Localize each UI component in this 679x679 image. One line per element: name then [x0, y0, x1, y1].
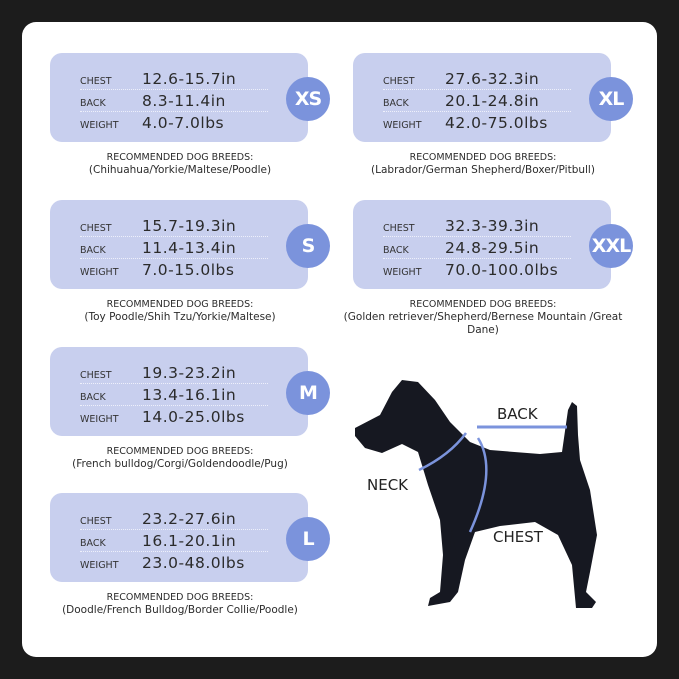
weight-value: 14.0-25.0lbs: [142, 408, 245, 426]
back-row: BACK 8.3-11.4in: [80, 89, 268, 112]
back-row: BACK 13.4-16.1in: [80, 383, 268, 406]
weight-row: WEIGHT 70.0-100.0lbs: [383, 258, 571, 280]
back-label: BACK: [80, 98, 106, 109]
neck-label: NECK: [367, 476, 409, 494]
back-label: BACK: [383, 245, 409, 256]
chest-row: CHEST 23.2-27.6in: [80, 507, 268, 530]
weight-row: WEIGHT 14.0-25.0lbs: [80, 405, 268, 427]
breeds-heading: RECOMMENDED DOG BREEDS:: [409, 152, 557, 163]
recommended-breeds: RECOMMENDED DOG BREEDS: (Golden retriever…: [343, 298, 623, 337]
size-badge: XL: [589, 77, 633, 121]
back-label: BACK: [80, 245, 106, 256]
back-row: BACK 20.1-24.8in: [383, 89, 571, 112]
weight-label: WEIGHT: [383, 267, 422, 278]
size-badge: S: [286, 224, 330, 268]
weight-label: WEIGHT: [80, 120, 119, 131]
chest-value: 27.6-32.3in: [445, 70, 540, 88]
breeds-heading: RECOMMENDED DOG BREEDS:: [106, 592, 254, 603]
breeds-list: (Golden retriever/Shepherd/Bernese Mount…: [343, 311, 623, 336]
weight-label: WEIGHT: [80, 414, 119, 425]
size-badge: XS: [286, 77, 330, 121]
weight-value: 70.0-100.0lbs: [445, 261, 559, 279]
weight-row: WEIGHT 23.0-48.0lbs: [80, 551, 268, 573]
back-label: BACK: [80, 538, 106, 549]
chest-row: CHEST 32.3-39.3in: [383, 214, 571, 237]
size-badge: L: [286, 517, 330, 561]
back-value: 20.1-24.8in: [445, 92, 540, 110]
chest-label: CHEST: [80, 223, 112, 234]
chest-value: 15.7-19.3in: [142, 217, 237, 235]
size-card: CHEST 15.7-19.3in BACK 11.4-13.4in WEIGHT 7…: [50, 200, 308, 289]
recommended-breeds: RECOMMENDED DOG BREEDS: (Toy Poodle/Shih …: [40, 298, 320, 324]
size-card: CHEST 27.6-32.3in BACK 20.1-24.8in WEIGHT 4…: [353, 53, 611, 142]
recommended-breeds: RECOMMENDED DOG BREEDS: (Doodle/French Bu…: [40, 591, 320, 617]
weight-row: WEIGHT 7.0-15.0lbs: [80, 258, 268, 280]
size-card: CHEST 19.3-23.2in BACK 13.4-16.1in WEIGHT 1…: [50, 347, 308, 436]
size-card: CHEST 32.3-39.3in BACK 24.8-29.5in WEIGHT 7…: [353, 200, 611, 289]
breeds-heading: RECOMMENDED DOG BREEDS:: [106, 299, 254, 310]
chest-label: CHEST: [80, 370, 112, 381]
dog-measurement-diagram: BACK NECK CHEST: [340, 360, 600, 620]
chest-value: 19.3-23.2in: [142, 364, 237, 382]
chest-label: CHEST: [80, 76, 112, 87]
back-row: BACK 24.8-29.5in: [383, 236, 571, 259]
back-value: 24.8-29.5in: [445, 239, 540, 257]
weight-value: 42.0-75.0lbs: [445, 114, 548, 132]
breeds-heading: RECOMMENDED DOG BREEDS:: [106, 446, 254, 457]
chest-label: CHEST: [80, 516, 112, 527]
back-row: BACK 11.4-13.4in: [80, 236, 268, 259]
breeds-heading: RECOMMENDED DOG BREEDS:: [106, 152, 254, 163]
back-value: 16.1-20.1in: [142, 532, 237, 550]
chest-label: CHEST: [493, 528, 543, 546]
weight-value: 7.0-15.0lbs: [142, 261, 235, 279]
chest-value: 23.2-27.6in: [142, 510, 237, 528]
size-card: CHEST 12.6-15.7in BACK 8.3-11.4in WEIGHT 4.…: [50, 53, 308, 142]
back-value: 11.4-13.4in: [142, 239, 237, 257]
breeds-list: (Labrador/German Shepherd/Boxer/Pitbull): [371, 164, 595, 176]
chest-label: CHEST: [383, 76, 415, 87]
weight-label: WEIGHT: [383, 120, 422, 131]
breeds-list: (Toy Poodle/Shih Tzu/Yorkie/Maltese): [84, 311, 276, 323]
weight-row: WEIGHT 4.0-7.0lbs: [80, 111, 268, 133]
dog-silhouette-icon: [355, 380, 597, 608]
back-row: BACK 16.1-20.1in: [80, 529, 268, 552]
breeds-list: (Doodle/French Bulldog/Border Collie/Poo…: [62, 604, 298, 616]
weight-value: 23.0-48.0lbs: [142, 554, 245, 572]
chest-row: CHEST 19.3-23.2in: [80, 361, 268, 384]
breeds-list: (Chihuahua/Yorkie/Maltese/Poodle): [88, 164, 272, 176]
breeds-list: (French bulldog/Corgi/Goldendoodle/Pug): [72, 458, 288, 470]
chest-value: 12.6-15.7in: [142, 70, 237, 88]
size-card: CHEST 23.2-27.6in BACK 16.1-20.1in WEIGHT 2…: [50, 493, 308, 582]
breeds-heading: RECOMMENDED DOG BREEDS:: [409, 299, 557, 310]
chest-row: CHEST 27.6-32.3in: [383, 67, 571, 90]
back-label: BACK: [383, 98, 409, 109]
recommended-breeds: RECOMMENDED DOG BREEDS: (Chihuahua/Yorkie…: [40, 151, 320, 177]
recommended-breeds: RECOMMENDED DOG BREEDS: (Labrador/German …: [343, 151, 623, 177]
chest-row: CHEST 12.6-15.7in: [80, 67, 268, 90]
recommended-breeds: RECOMMENDED DOG BREEDS: (French bulldog/C…: [40, 445, 320, 471]
chest-value: 32.3-39.3in: [445, 217, 540, 235]
back-value: 8.3-11.4in: [142, 92, 226, 110]
size-badge: XXL: [589, 224, 633, 268]
back-value: 13.4-16.1in: [142, 386, 237, 404]
chest-label: CHEST: [383, 223, 415, 234]
weight-label: WEIGHT: [80, 560, 119, 571]
size-badge: M: [286, 371, 330, 415]
chest-row: CHEST 15.7-19.3in: [80, 214, 268, 237]
back-label: BACK: [80, 392, 106, 403]
weight-label: WEIGHT: [80, 267, 119, 278]
weight-row: WEIGHT 42.0-75.0lbs: [383, 111, 571, 133]
weight-value: 4.0-7.0lbs: [142, 114, 225, 132]
back-label: BACK: [497, 405, 538, 423]
